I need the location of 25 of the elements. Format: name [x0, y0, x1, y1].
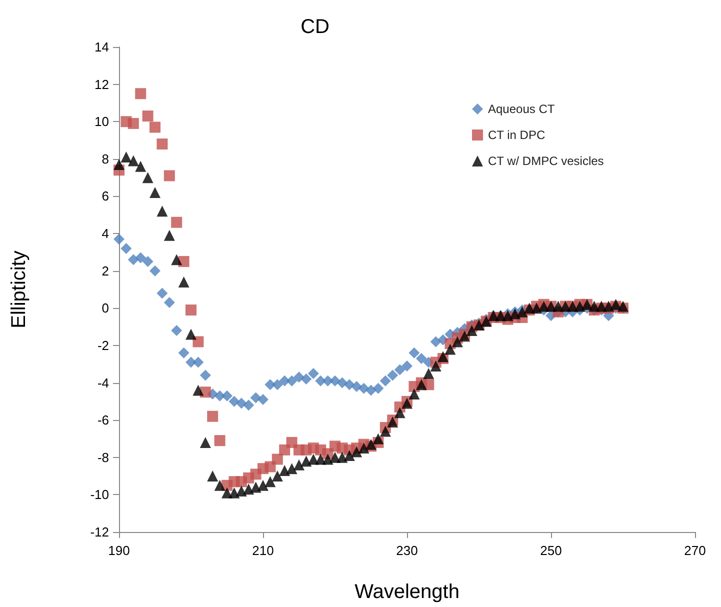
- y-axis-title: Ellipticity: [8, 250, 30, 328]
- x-tick-label: 270: [684, 543, 706, 558]
- y-tick-label: 8: [102, 151, 109, 166]
- x-tick-label: 190: [108, 543, 130, 558]
- y-tick-label: -6: [97, 412, 109, 428]
- y-tick-label: -4: [97, 375, 109, 390]
- y-tick-label: -10: [90, 487, 109, 502]
- y-tick-label: 12: [94, 76, 109, 92]
- legend-label: Aqueous CT: [488, 102, 556, 116]
- y-tick-label: 6: [102, 188, 109, 204]
- y-tick-label: 4: [102, 226, 109, 242]
- x-tick-label: 230: [396, 543, 418, 558]
- y-tick-label: -8: [97, 450, 109, 465]
- y-tick-label: -2: [97, 338, 109, 353]
- y-tick-label: 14: [94, 40, 109, 54]
- chart-title: CD: [300, 16, 330, 38]
- y-tick-label: 0: [102, 300, 109, 316]
- x-tick-label: 210: [252, 543, 274, 558]
- y-tick-label: 10: [94, 114, 109, 130]
- y-tick-label: -12: [90, 524, 109, 540]
- legend-label: CT w/ DMPC vesicles: [488, 154, 604, 168]
- x-tick-label: 250: [540, 543, 562, 558]
- legend-label: CT in DPC: [488, 128, 546, 142]
- y-tick-label: 2: [102, 263, 109, 278]
- x-axis-title: Wavelength: [354, 581, 460, 603]
